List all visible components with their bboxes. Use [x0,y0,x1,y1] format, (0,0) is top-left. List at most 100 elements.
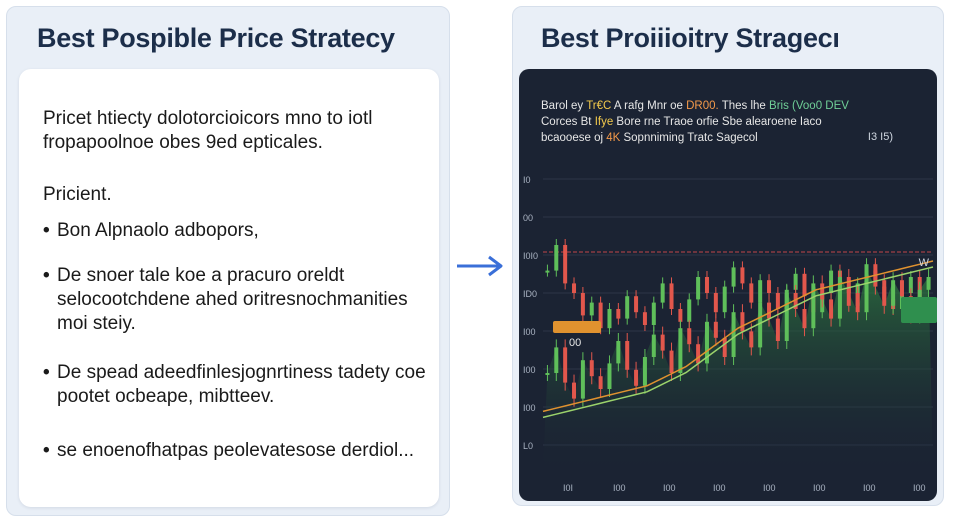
upper-series-candle [740,267,745,284]
upper-series-candle [749,283,754,303]
lower-series-candle [589,360,594,377]
lower-series-candle [616,341,621,364]
lower-series-candle [704,321,709,364]
lower-series-candle [882,286,887,306]
bullet-text: se enoenofhatpas peolevatesose derdiol..… [57,440,415,461]
x-tick-label: I00 [813,483,826,493]
y-tick-label: 00 [523,213,533,223]
upper-series-candle [696,277,701,300]
intro-text: Pricet htiecty dolotorcioicors mno to io… [43,108,373,153]
lower-series-candle [696,344,701,364]
chart-note-line-2: Corces Bt Ifye Bore rne Traoe orfie Sbe … [541,116,822,128]
bullet-item: • De spead adeedfinlesjognrtiness tadety … [43,361,433,409]
price-tag-value: 00 [569,337,582,349]
upper-series-candle [545,270,550,273]
arrow-right-icon [457,255,503,277]
upper-series-candle [625,296,630,319]
chart-corner-value: I3 I5) [867,131,893,143]
bullet-dot-icon: • [43,220,50,241]
upper-series-candle [589,302,594,316]
lower-series-candle [749,331,754,348]
lower-series-candle [545,373,550,375]
lower-series-candle [784,293,789,341]
upper-series-candle [687,299,692,322]
moving-average-orange [542,260,934,413]
bullet-dot-icon: • [43,265,50,286]
upper-series-candle [704,277,709,293]
lower-series-candle [846,277,851,293]
section-subhead: Pricient. [43,184,112,205]
right-panel-title: Best Proiiioitry Stragecı [541,23,840,53]
y-tick-label: L0 [523,441,533,451]
lower-series-candle [572,382,577,399]
upper-series-candle [660,283,665,303]
lower-series-candle [660,334,665,351]
left-panel: Best Pospible Price Stratecy Pricet htie… [6,6,450,516]
x-tick-label: I00 [713,483,726,493]
upper-series-candle [793,273,798,290]
bullet-item: • De snoer tale koe a pracuro oreldt selo… [43,264,433,336]
moving-average-green [542,266,934,419]
upper-series-candle [731,267,736,287]
upper-series-candle [607,309,612,329]
upper-series-candle [829,270,834,293]
lower-series-candle [607,363,612,389]
right-panel: Best Proiiioitry Stragecı I0 00 I0I0 ID0 I00… [512,6,944,506]
y-tick-label: ID0 [523,289,537,299]
y-tick-label: I00 [523,403,536,413]
lower-series-candle [713,321,718,338]
volume-area [543,270,933,469]
upper-series-candle [678,309,683,322]
x-tick-label: I00 [613,483,626,493]
lower-series-candle [802,309,807,329]
x-tick-label: I00 [913,483,926,493]
x-tick-label: I00 [863,483,876,493]
upper-series-candle [722,286,727,313]
lower-series-candle [899,280,904,297]
upper-series-candle [554,245,559,271]
upper-series-candle [598,302,603,329]
bullet-text: De spead adeedfinlesjognrtiness tadety c… [57,362,426,407]
upper-series-candle [802,273,807,297]
lower-series-candle [775,318,780,341]
price-tag [553,321,601,333]
upper-series-candle [580,293,585,316]
lower-series-candle [820,283,825,300]
lower-series-candle [563,347,568,383]
lower-series-candle [767,302,772,319]
upper-series-candle [758,280,763,303]
bullet-dot-icon: • [43,362,50,383]
lower-series-candle [687,328,692,345]
lower-series-candle [625,341,630,370]
green-signal-tag [901,297,937,323]
lower-series-candle [855,293,860,313]
y-tick-label: I00 [523,327,536,337]
bullet-item: • Bon Alpnaolo adbopors, [43,219,433,243]
lower-series-candle [598,376,603,389]
strategy-card: Pricet htiecty dolotorcioicors mno to io… [19,69,439,507]
bullet-dot-icon: • [43,440,50,461]
upper-series-candle [634,296,639,313]
x-tick-label: I0I [563,483,573,493]
left-panel-title: Best Pospible Price Stratecy [37,23,395,53]
y-tick-label: I0I0 [523,251,538,261]
lower-series-candle [837,277,842,319]
lower-series-candle [731,312,736,357]
upper-series-candle [775,293,780,309]
chart-canvas: I0 00 I0I0 ID0 I00 I00 I00 L0 I0I I00 I00 I00 I00 I00… [523,175,934,493]
bullet-text: Bon Alpnaolo adbopors, [57,220,259,241]
x-tick-label: I00 [663,483,676,493]
lower-series-candle [758,302,763,348]
lower-series-candle [634,369,639,386]
lower-series-candle [722,337,727,357]
y-tick-label: I0 [523,175,531,185]
upper-series-candle [651,302,656,325]
lower-series-candle [891,280,896,306]
chart-note-line-1: Barol ey Tr€C A rafg Mnr oe DR00. Thes l… [541,100,849,112]
upper-series-candle [669,283,674,309]
lower-series-candle [678,328,683,373]
x-tick-label: I00 [763,483,776,493]
upper-series-candle [572,283,577,293]
lower-series-candle [829,299,834,319]
lower-series-candle [642,357,647,386]
